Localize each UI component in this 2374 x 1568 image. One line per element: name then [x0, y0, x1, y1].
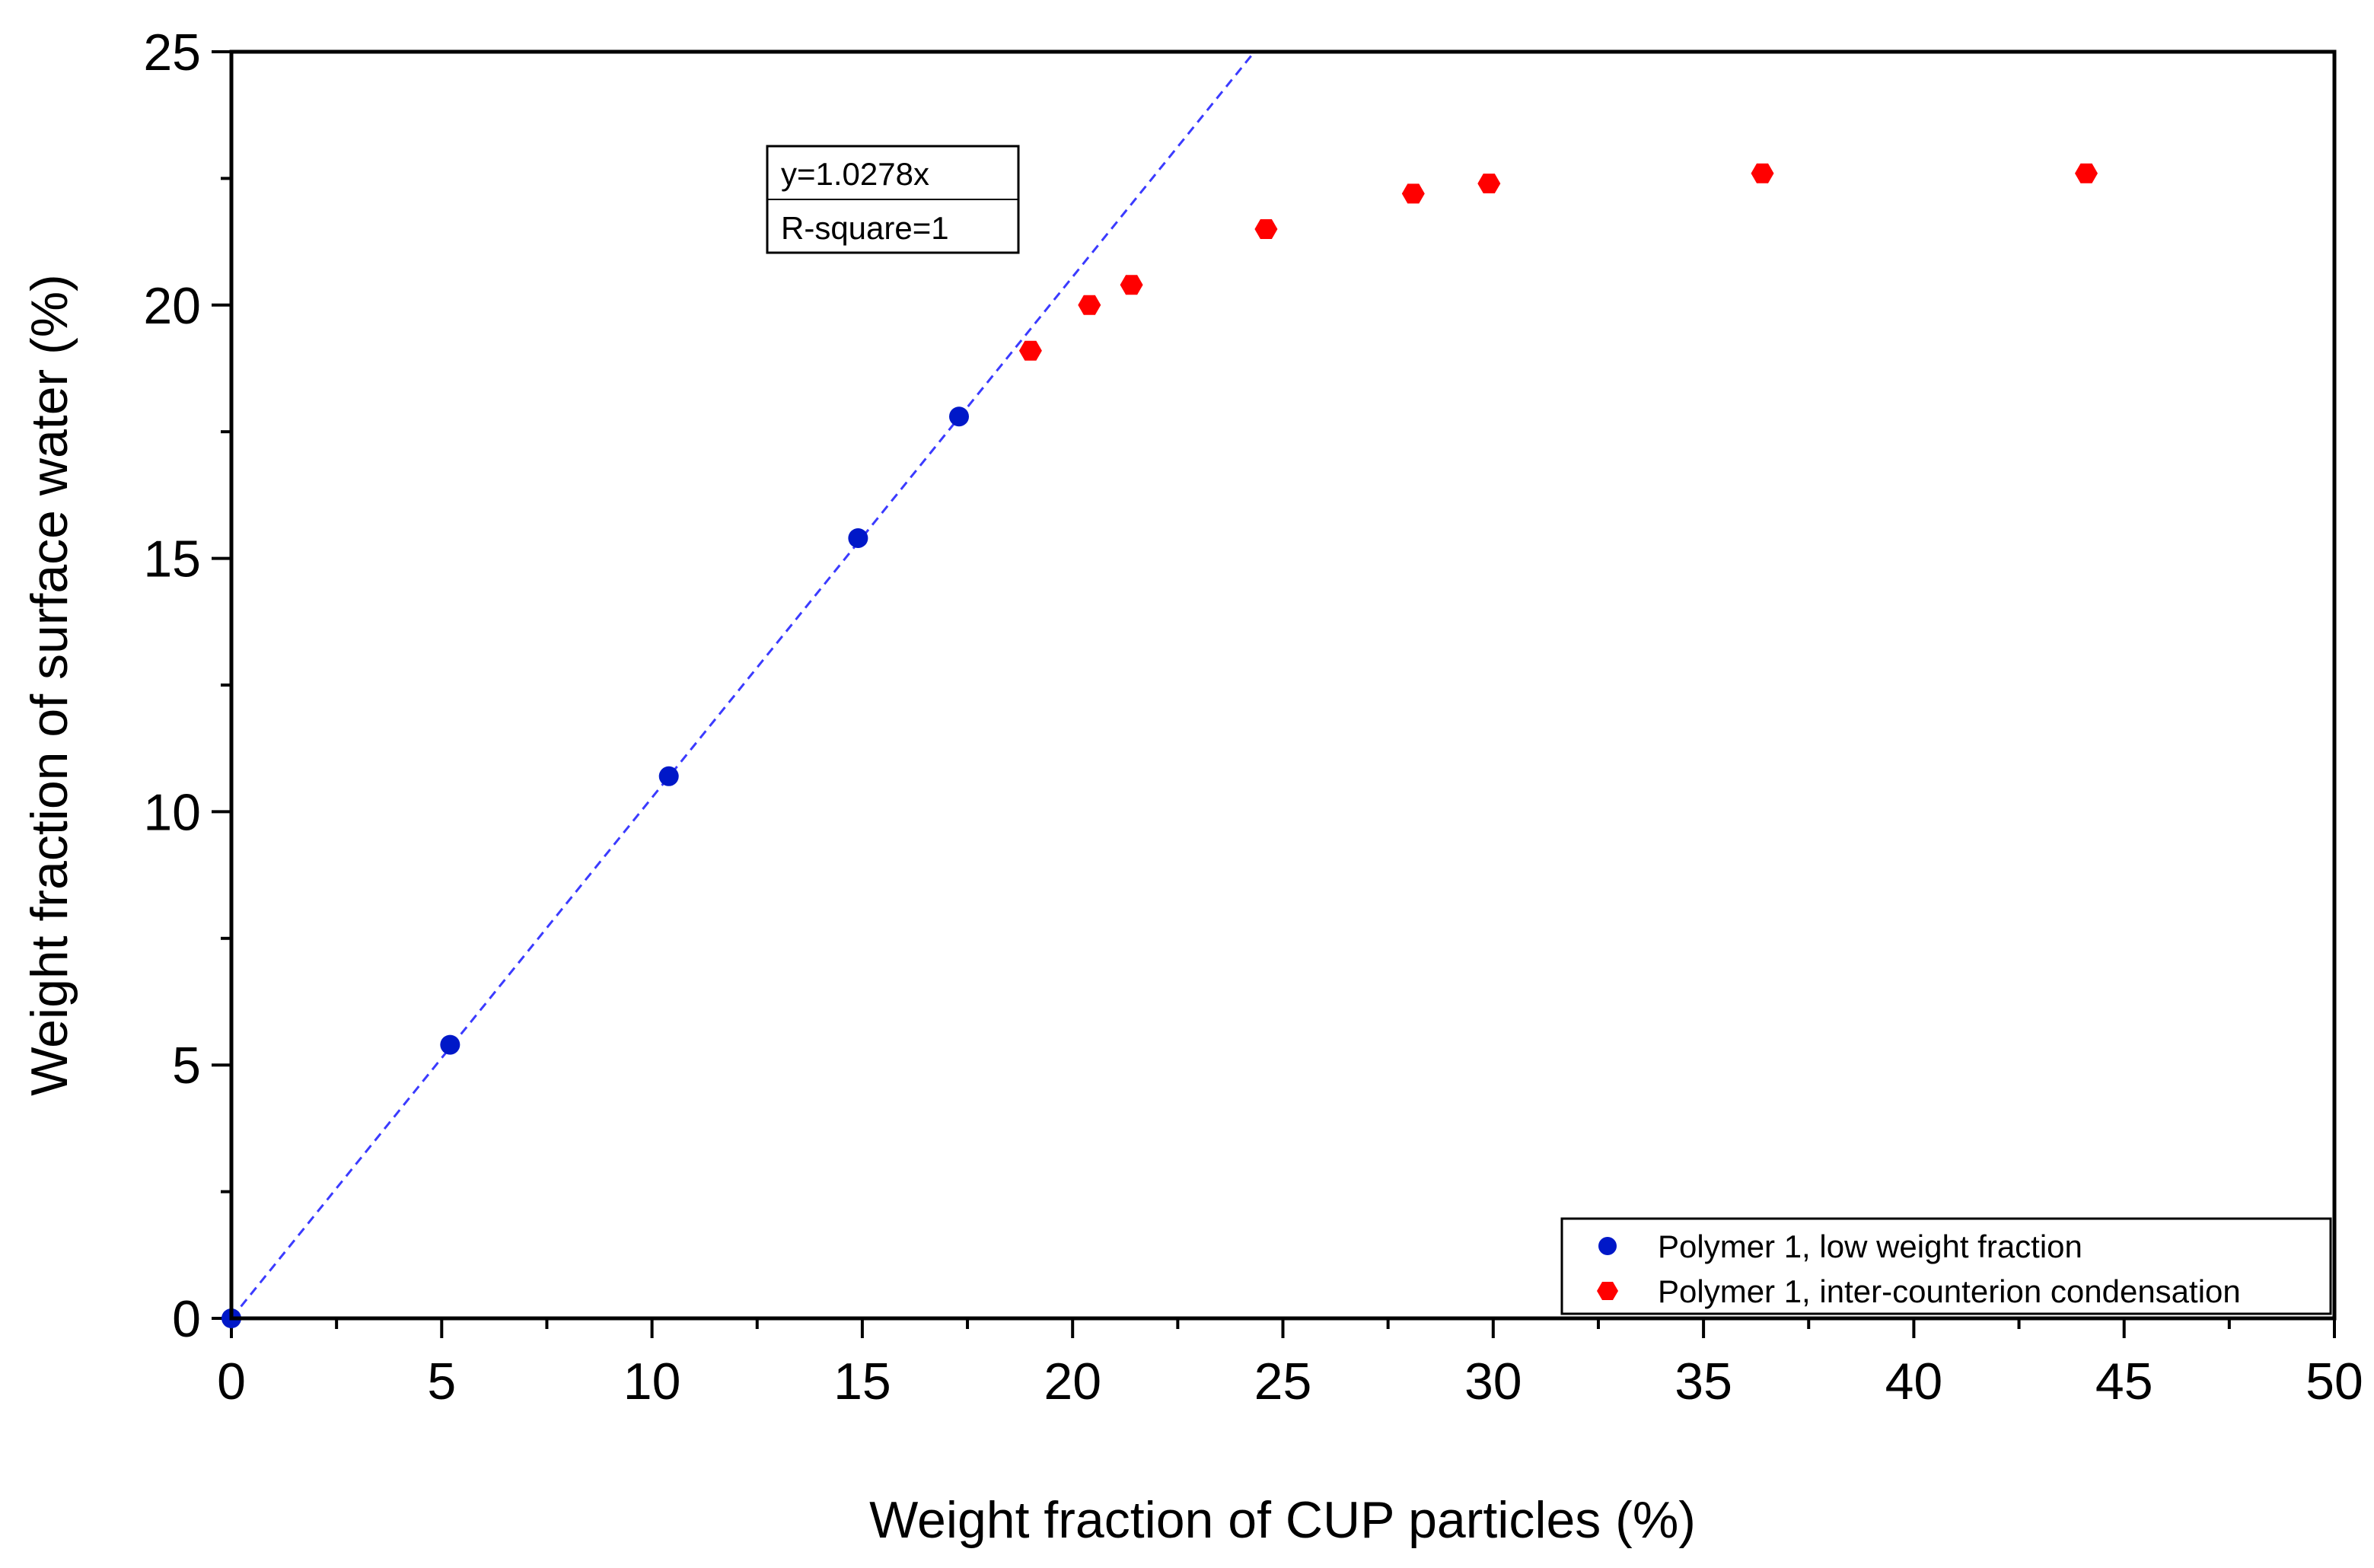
- y-tick-label: 5: [172, 1037, 201, 1095]
- x-tick-label: 10: [623, 1353, 681, 1410]
- legend-marker-low-weight-fraction: [1598, 1237, 1617, 1255]
- x-tick-label: 40: [1885, 1353, 1943, 1410]
- x-tick-label: 25: [1254, 1353, 1312, 1410]
- data-points: [221, 163, 2098, 1328]
- x-tick-label: 30: [1464, 1353, 1522, 1410]
- legend-marker-inter-counterion-condensation: [1597, 1282, 1618, 1300]
- data-point-series-0: [658, 766, 679, 786]
- y-tick-label: 10: [143, 783, 201, 841]
- x-tick-label: 50: [2305, 1353, 2363, 1410]
- x-tick-label: 35: [1675, 1353, 1732, 1410]
- fit-line-layer: [230, 51, 1256, 1319]
- data-point-series-1: [1078, 295, 1101, 315]
- data-point-series-1: [1401, 183, 1425, 204]
- axis-tick-labels: 0 5 10 15 20 25 30 35 40 45 50 0 5 10 15 20 25: [143, 24, 2363, 1410]
- legend: Polymer 1, low weight fraction Polymer 1…: [1560, 1217, 2332, 1315]
- data-point-series-1: [1477, 174, 1501, 193]
- x-tick-label: 20: [1044, 1353, 1101, 1410]
- data-point-series-0: [948, 406, 969, 427]
- legend-label-low-weight-fraction: Polymer 1, low weight fraction: [1658, 1229, 2082, 1264]
- fit-r-square-label: R-square=1: [781, 210, 949, 246]
- data-point-series-1: [1018, 340, 1042, 361]
- legend-label-inter-counterion-condensation: Polymer 1, inter-counterion condensation: [1658, 1273, 2241, 1309]
- y-tick-label: 25: [143, 24, 201, 81]
- y-axis-title: Weight fraction of surface water (%): [21, 274, 78, 1096]
- fit-line: [230, 51, 1256, 1319]
- legend-frame: [1560, 1217, 2332, 1315]
- y-tick-label: 20: [143, 277, 201, 335]
- plot-frame: [229, 49, 2337, 1321]
- x-tick-label: 15: [833, 1353, 891, 1410]
- x-tick-label: 45: [2095, 1353, 2153, 1410]
- data-point-series-1: [1751, 163, 1774, 183]
- x-tick-label: 0: [217, 1353, 246, 1410]
- data-point-series-1: [1254, 219, 1278, 239]
- x-axis-title: Weight fraction of CUP particles (%): [869, 1491, 1696, 1549]
- fit-equation-label: y=1.0278x: [781, 156, 929, 192]
- data-point-series-1: [2075, 163, 2098, 183]
- y-tick-label: 0: [172, 1290, 201, 1348]
- x-tick-label: 5: [427, 1353, 456, 1410]
- data-point-series-1: [1120, 275, 1143, 295]
- fit-equation-box: y=1.0278x R-square=1: [766, 145, 1020, 254]
- y-tick-label: 15: [143, 531, 201, 588]
- data-point-series-0: [848, 527, 868, 548]
- data-point-series-0: [440, 1034, 460, 1055]
